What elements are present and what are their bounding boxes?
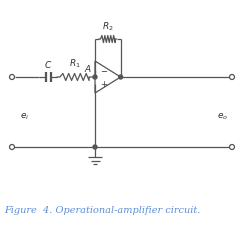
Text: $-$: $-$ <box>100 66 108 74</box>
Text: $e_i$: $e_i$ <box>20 112 29 122</box>
Circle shape <box>10 74 14 79</box>
Text: Figure  4. Operational-amplifier circuit.: Figure 4. Operational-amplifier circuit. <box>4 206 200 215</box>
Text: $e_o$: $e_o$ <box>217 112 228 122</box>
Text: $C$: $C$ <box>44 59 52 70</box>
Text: $R_2$: $R_2$ <box>102 20 114 33</box>
Text: $+$: $+$ <box>100 79 108 89</box>
Circle shape <box>230 74 234 79</box>
Text: $R_1$: $R_1$ <box>69 58 80 70</box>
Circle shape <box>93 145 97 149</box>
Circle shape <box>93 75 97 79</box>
Circle shape <box>119 75 122 79</box>
Circle shape <box>10 144 14 149</box>
Text: $A$: $A$ <box>84 63 92 74</box>
Circle shape <box>230 144 234 149</box>
